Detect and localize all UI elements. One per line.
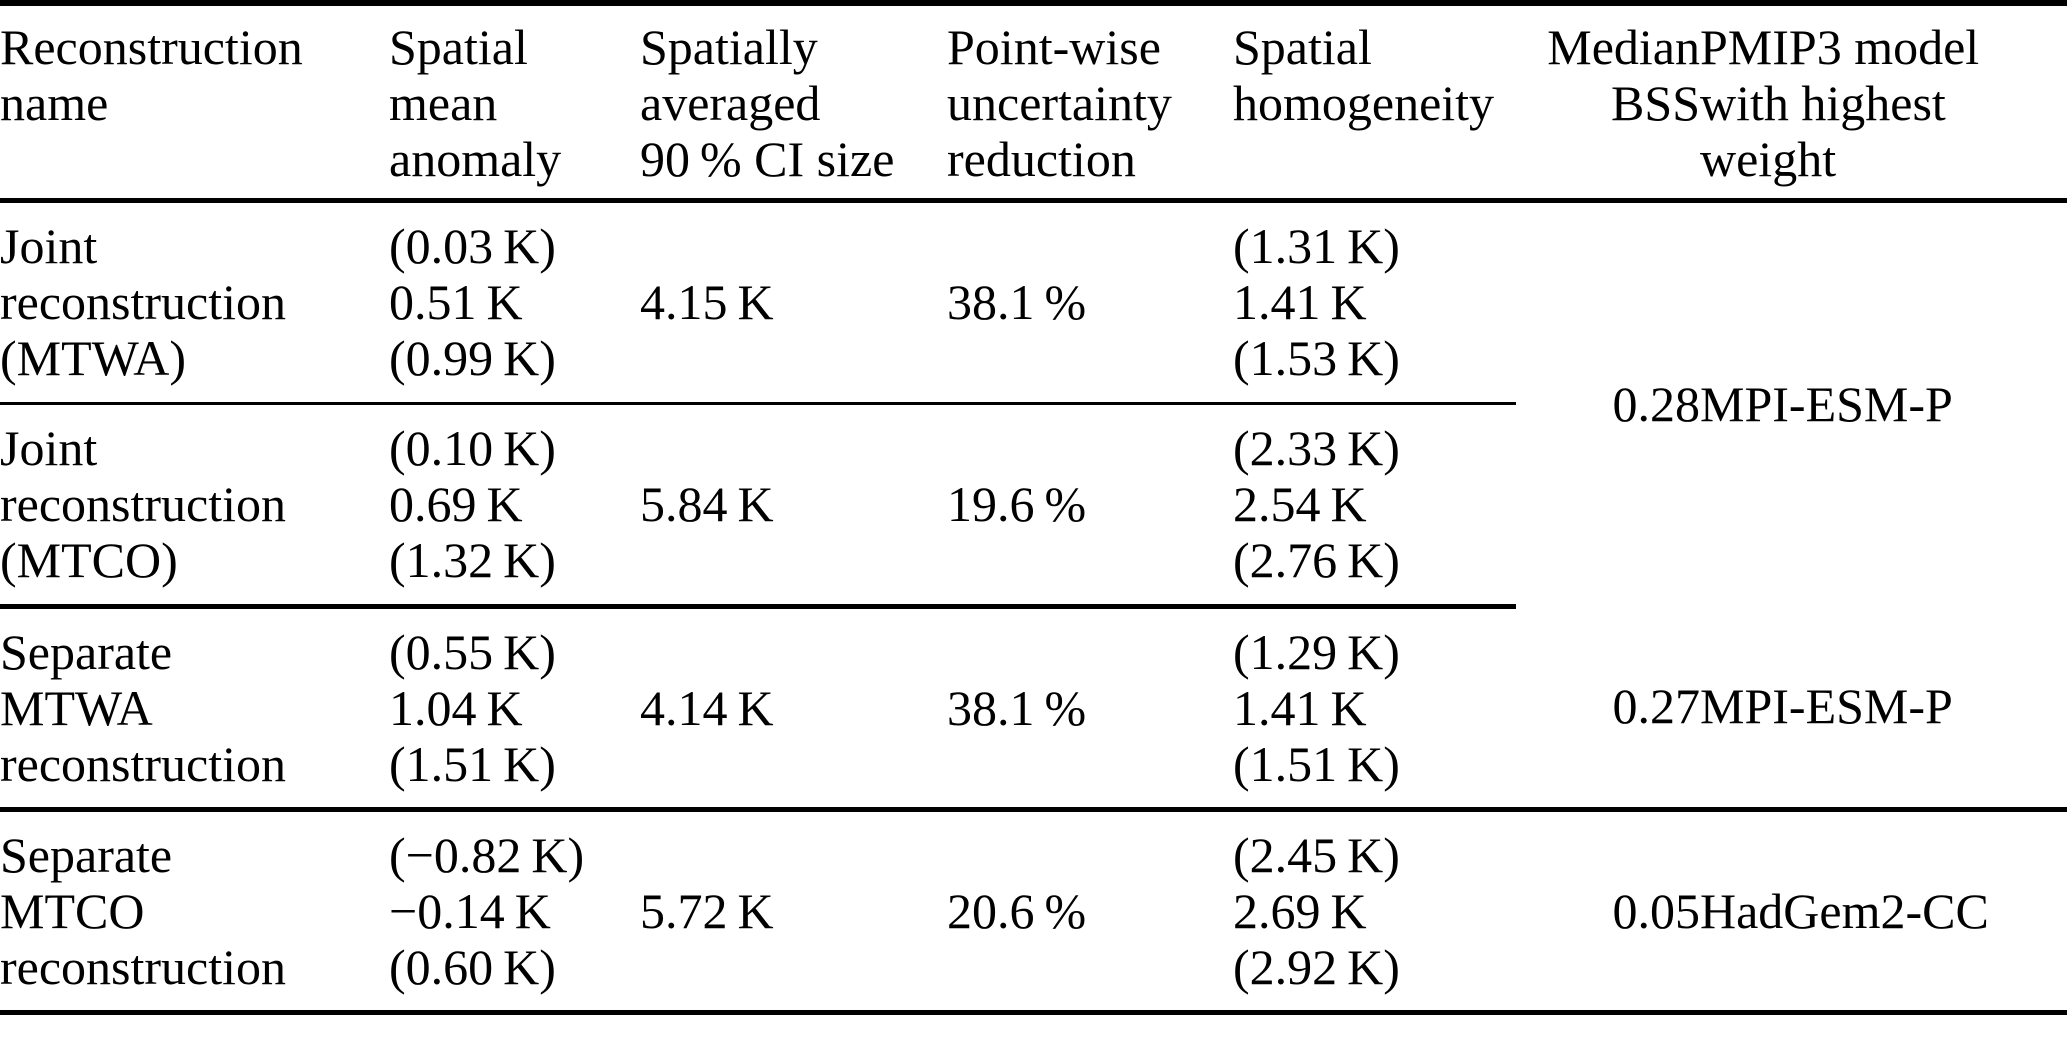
table-row-separate-mtwa: Separate MTWA reconstruction (0.55 K) 1.04 … xyxy=(0,606,2067,812)
cell-spatial-mean-anomaly-joint-mtco: (0.10 K) 0.69 K (1.32 K) xyxy=(389,403,640,609)
table-row-joint-mtwa: Joint reconstruction (MTWA) (0.03 K) 0.51 K… xyxy=(0,200,2067,432)
cell-median-bss-joint: 0.28 xyxy=(1612,376,1701,433)
cell-ci-size-separate-mtco: 5.72 K xyxy=(640,882,774,939)
cell-uncertainty-reduction-separate-mtco: 20.6 % xyxy=(947,882,1087,939)
cell-ci-size-joint-mtwa: 4.15 K xyxy=(640,200,947,405)
cell-spatial-mean-anomaly-joint-mtwa: (0.03 K) 0.51 K (0.99 K) xyxy=(389,200,640,405)
cell-median-bss-separate-mtco: 0.05 xyxy=(1612,882,1701,939)
cell-spatial-mean-anomaly-separate-mtwa: (0.55 K) 1.04 K (1.51 K) xyxy=(389,606,640,812)
col-header-spatial-homogeneity: Spatial homogeneity xyxy=(1233,3,1516,203)
cell-name-joint-mtco: Joint reconstruction (MTCO) xyxy=(0,403,389,609)
cell-spatial-homogeneity-joint-mtwa: (1.31 K) 1.41 K (1.53 K) xyxy=(1233,200,1516,405)
cell-uncertainty-reduction-joint-mtwa: 38.1 % xyxy=(947,200,1233,405)
col-header-pmip3-model: PMIP3 model with highest weight xyxy=(1700,3,2067,203)
col-header-uncertainty-reduction: Point-wise uncertainty reduction xyxy=(947,3,1233,203)
header-row: Reconstruction name Spatial mean anomaly Sp… xyxy=(0,3,2067,203)
cell-uncertainty-reduction-joint-mtco: 19.6 % xyxy=(947,403,1233,609)
cell-pmip3-model-joint: MPI-ESM-P xyxy=(1700,376,1953,433)
cell-uncertainty-reduction-separate-mtwa: 38.1 % xyxy=(947,606,1233,812)
table-row-separate-mtco: Separate MTCO reconstruction (−0.82 K) −0.1… xyxy=(0,809,2067,1012)
cell-spatial-mean-anomaly-separate-mtco: (−0.82 K) −0.14 K (0.60 K) xyxy=(389,826,585,995)
cell-name-joint-mtwa: Joint reconstruction (MTWA) xyxy=(0,200,389,405)
cell-spatial-homogeneity-separate-mtco: (2.45 K) 2.69 K (2.92 K) xyxy=(1233,826,1400,995)
cell-name-separate-mtco: Separate MTCO reconstruction xyxy=(0,826,287,995)
col-header-median-bss: Median BSS xyxy=(1516,3,1700,203)
cell-pmip3-model-separate-mtwa: MPI-ESM-P xyxy=(1700,606,2067,812)
reconstruction-comparison-table: Reconstruction name Spatial mean anomaly Sp… xyxy=(0,0,2067,1015)
cell-ci-size-separate-mtwa: 4.14 K xyxy=(640,606,947,812)
cell-median-bss-separate-mtwa: 0.27 xyxy=(1516,606,1700,812)
cell-spatial-homogeneity-joint-mtco: (2.33 K) 2.54 K (2.76 K) xyxy=(1233,403,1516,609)
cell-pmip3-model-separate-mtco: HadGem2-CC xyxy=(1700,882,1989,939)
cell-spatial-homogeneity-separate-mtwa: (1.29 K) 1.41 K (1.51 K) xyxy=(1233,606,1516,812)
col-header-spatial-mean-anomaly: Spatial mean anomaly xyxy=(389,3,640,203)
cell-ci-size-joint-mtco: 5.84 K xyxy=(640,403,947,609)
col-header-reconstruction-name: Reconstruction name xyxy=(0,3,389,203)
col-header-ci-size: Spatially averaged 90 % CI size xyxy=(640,3,947,203)
table-row-joint-mtco: Joint reconstruction (MTCO) (0.10 K) 0.69 K… xyxy=(0,403,2067,609)
cell-name-separate-mtwa: Separate MTWA reconstruction xyxy=(0,606,389,812)
